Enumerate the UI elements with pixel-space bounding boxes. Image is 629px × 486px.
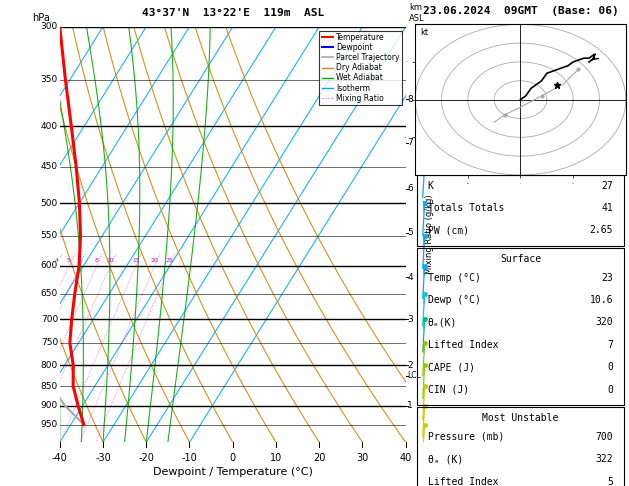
Text: 43°37'N  13°22'E  119m  ASL: 43°37'N 13°22'E 119m ASL xyxy=(142,8,324,18)
Text: θₑ (K): θₑ (K) xyxy=(428,454,463,464)
Text: 25: 25 xyxy=(165,258,173,262)
Text: CIN (J): CIN (J) xyxy=(428,384,469,395)
Text: 300: 300 xyxy=(41,22,58,31)
Text: 3: 3 xyxy=(408,314,413,324)
Text: 5: 5 xyxy=(608,477,613,486)
Text: 20: 20 xyxy=(313,452,325,463)
Bar xyxy=(417,248,624,405)
Text: 20: 20 xyxy=(150,258,159,262)
Text: 700: 700 xyxy=(41,314,58,324)
Text: Most Unstable: Most Unstable xyxy=(482,413,559,423)
Text: 700: 700 xyxy=(596,432,613,442)
Text: 320: 320 xyxy=(596,317,613,328)
Text: 23.06.2024  09GMT  (Base: 06): 23.06.2024 09GMT (Base: 06) xyxy=(423,6,618,16)
Bar xyxy=(417,175,624,245)
Text: 10: 10 xyxy=(106,258,114,262)
Text: 4: 4 xyxy=(54,258,58,262)
Text: km
ASL: km ASL xyxy=(409,3,425,22)
Text: hPa: hPa xyxy=(32,13,50,22)
Text: -10: -10 xyxy=(182,452,198,463)
Text: 0: 0 xyxy=(230,452,236,463)
Text: 8: 8 xyxy=(408,95,413,104)
Text: 4: 4 xyxy=(408,273,413,282)
Text: 8: 8 xyxy=(95,258,99,262)
Text: Lifted Index: Lifted Index xyxy=(428,340,498,350)
Text: -30: -30 xyxy=(95,452,111,463)
Text: K: K xyxy=(428,181,433,191)
Text: 500: 500 xyxy=(41,199,58,208)
Text: 15: 15 xyxy=(132,258,140,262)
Text: 10: 10 xyxy=(270,452,282,463)
Text: 5: 5 xyxy=(408,228,413,237)
Text: Mixing Ratio (g/kg): Mixing Ratio (g/kg) xyxy=(425,195,435,274)
Text: θₑ(K): θₑ(K) xyxy=(428,317,457,328)
Text: 900: 900 xyxy=(41,401,58,410)
Text: 2.65: 2.65 xyxy=(590,226,613,235)
Text: 0: 0 xyxy=(608,384,613,395)
Text: Lifted Index: Lifted Index xyxy=(428,477,498,486)
Text: Dewpoint / Temperature (°C): Dewpoint / Temperature (°C) xyxy=(153,467,313,477)
Text: 322: 322 xyxy=(596,454,613,464)
Text: 850: 850 xyxy=(41,382,58,391)
Text: 41: 41 xyxy=(601,203,613,213)
Text: Totals Totals: Totals Totals xyxy=(428,203,504,213)
Text: 1: 1 xyxy=(408,401,413,410)
Text: 5: 5 xyxy=(67,258,71,262)
Text: 800: 800 xyxy=(41,361,58,370)
Text: 950: 950 xyxy=(41,420,58,429)
Text: Surface: Surface xyxy=(500,254,541,263)
Text: 550: 550 xyxy=(41,231,58,241)
Legend: Temperature, Dewpoint, Parcel Trajectory, Dry Adiabat, Wet Adiabat, Isotherm, Mi: Temperature, Dewpoint, Parcel Trajectory… xyxy=(320,31,402,105)
Text: 650: 650 xyxy=(41,289,58,298)
Text: 27: 27 xyxy=(601,181,613,191)
Text: PW (cm): PW (cm) xyxy=(428,226,469,235)
Text: 750: 750 xyxy=(41,338,58,347)
Text: 350: 350 xyxy=(41,75,58,85)
Bar xyxy=(417,407,624,486)
Text: 600: 600 xyxy=(41,261,58,270)
Text: 450: 450 xyxy=(41,162,58,171)
Text: 23: 23 xyxy=(601,273,613,283)
Text: CAPE (J): CAPE (J) xyxy=(428,362,475,372)
Text: Temp (°C): Temp (°C) xyxy=(428,273,481,283)
Text: 0: 0 xyxy=(608,362,613,372)
Text: 7: 7 xyxy=(408,139,413,147)
Text: 6: 6 xyxy=(77,258,82,262)
Text: 30: 30 xyxy=(357,452,369,463)
Text: LCL: LCL xyxy=(408,371,421,381)
Text: 40: 40 xyxy=(399,452,412,463)
Text: 2: 2 xyxy=(408,361,413,370)
Text: 10.6: 10.6 xyxy=(590,295,613,305)
Text: -40: -40 xyxy=(52,452,68,463)
Text: 7: 7 xyxy=(608,340,613,350)
Text: Pressure (mb): Pressure (mb) xyxy=(428,432,504,442)
Text: -20: -20 xyxy=(138,452,154,463)
Text: Dewp (°C): Dewp (°C) xyxy=(428,295,481,305)
Text: 400: 400 xyxy=(41,122,58,131)
Text: 6: 6 xyxy=(408,185,413,193)
Text: kt: kt xyxy=(420,28,428,37)
